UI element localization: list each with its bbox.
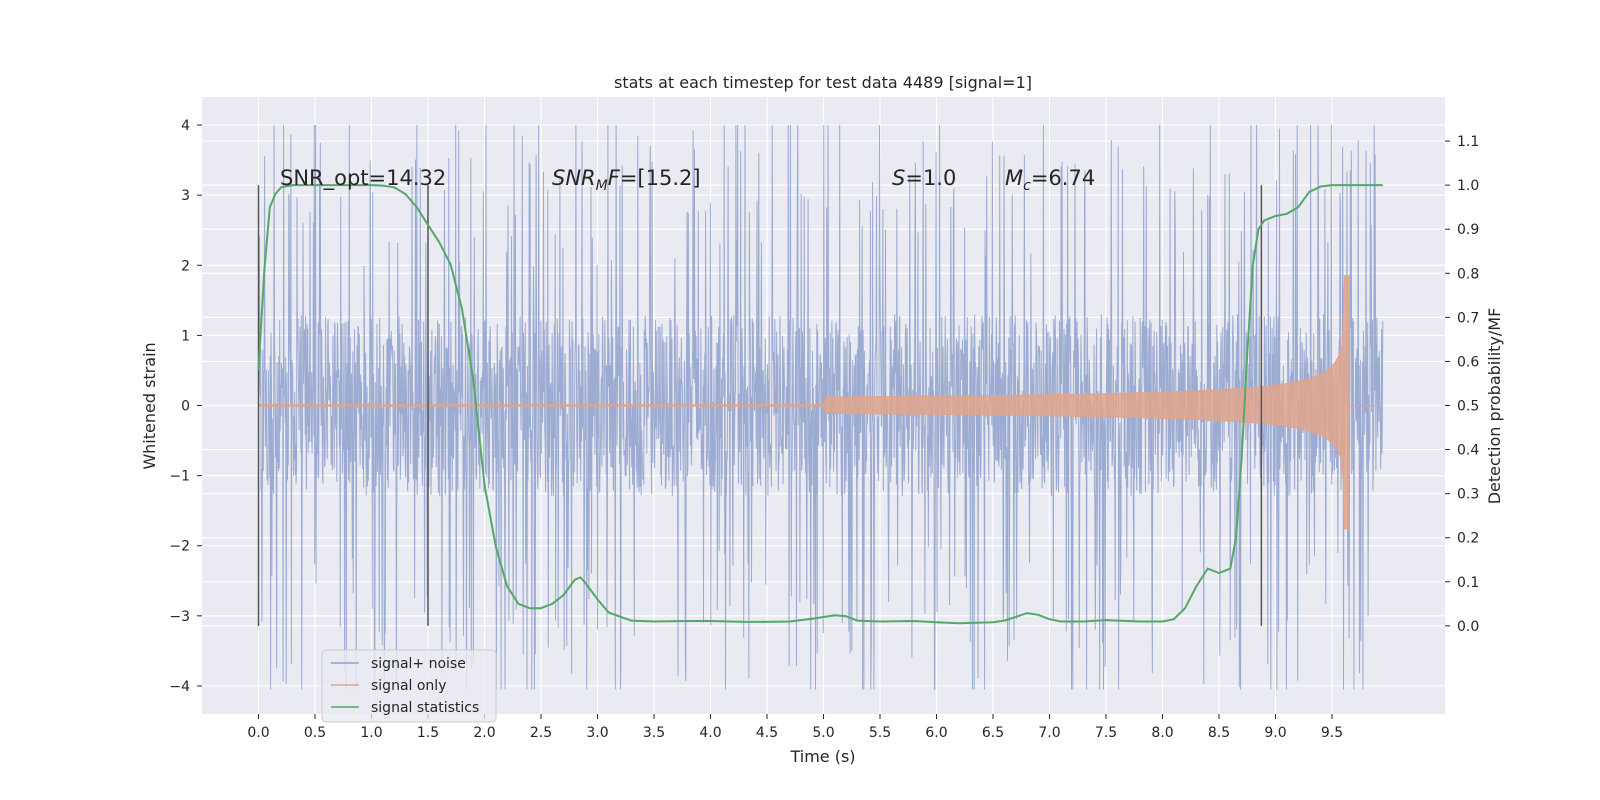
annotations: SNR_opt=14.32 SNRMF=[15.2] S=1.0 Mc=6.74 [280,166,1095,194]
chart-title: stats at each timestep for test data 448… [614,73,1032,92]
y-axis-label: Whitened strain [140,342,159,469]
y2-tick-label: 0.7 [1457,310,1479,326]
x-tick-label: 6.5 [982,725,1004,741]
x-axis-ticks: 0.0 0.5 1.0 1.5 2.0 2.5 3.0 3.5 4.0 4.5 5.0 5.5 6.0 6… [247,714,1343,741]
y-tick-label: 2 [181,258,190,274]
y2-tick-label: 0.8 [1457,266,1479,282]
legend-label-signal-only: signal only [371,678,446,694]
signal-statistics-series [257,184,1383,625]
y2-tick-label: 0.9 [1457,222,1479,238]
signal-only-series [258,275,1383,530]
y-tick-label: 4 [181,118,190,134]
x-tick-label: 5.5 [869,725,891,741]
y2-tick-label: 0.5 [1457,399,1479,415]
x-tick-label: 3.0 [586,725,608,741]
x-tick-label: 5.0 [812,725,834,741]
y2-tick-label: 0.3 [1457,487,1479,503]
x-tick-label: 7.0 [1038,725,1060,741]
y2-tick-label: 1.1 [1457,134,1479,150]
annotation-s: S=1.0 [892,166,956,190]
annotation-snr-mf-value: =[15.2] [620,166,701,190]
legend: signal+ noise signal only signal statist… [321,649,497,723]
x-tick-label: 0.5 [304,725,326,741]
vertical-markers [257,185,1263,626]
y-axis-ticks: −4 −3 −2 −1 0 1 2 3 4 [169,118,202,695]
x-tick-label: 1.5 [417,725,439,741]
y-tick-label: −2 [169,539,190,555]
y2-tick-label: 1.0 [1457,178,1479,194]
signal-statistics-line [257,184,1383,625]
y-tick-label: −4 [169,679,190,695]
legend-box [321,649,497,723]
x-axis-label: Time (s) [789,747,855,766]
x-tick-label: 7.5 [1095,725,1117,741]
y-tick-label: −3 [169,609,190,625]
y2-axis-label: Detection probability/MF [1485,308,1504,505]
y2-tick-label: 0.6 [1457,354,1479,370]
annotation-snr-mf: SNRMF=[15.2] [552,166,701,194]
signal-only-envelope [258,275,1350,530]
x-tick-label: 4.5 [756,725,778,741]
x-tick-label: 2.5 [530,725,552,741]
x-tick-label: 2.0 [473,725,495,741]
annotation-s-value: =1.0 [905,166,956,190]
x-tick-label: 9.0 [1264,725,1286,741]
x-tick-label: 6.0 [925,725,947,741]
x-tick-label: 4.0 [699,725,721,741]
y2-tick-label: 0.0 [1457,619,1479,635]
x-tick-label: 1.0 [360,725,382,741]
legend-label-signal-noise: signal+ noise [371,656,466,672]
legend-label-signal-statistics: signal statistics [371,700,479,716]
x-tick-label: 8.5 [1208,725,1230,741]
y-tick-label: −1 [169,469,190,485]
y2-tick-label: 0.2 [1457,531,1479,547]
y-tick-label: 1 [181,328,190,344]
annotation-mc: Mc=6.74 [1005,166,1095,194]
annotation-mc-value: =6.74 [1031,166,1095,190]
y2-tick-label: 0.1 [1457,575,1479,591]
y-tick-label: 3 [181,188,190,204]
x-tick-label: 3.5 [643,725,665,741]
x-tick-label: 8.0 [1151,725,1173,741]
y2-axis-ticks: 0.0 0.1 0.2 0.3 0.4 0.5 0.6 0.7 0.8 0.9 1.0 1.1 [1445,134,1479,635]
y2-tick-label: 0.4 [1457,443,1479,459]
x-tick-label: 0.0 [247,725,269,741]
y-tick-label: 0 [181,399,190,415]
annotation-snr-opt: SNR_opt=14.32 [280,166,446,191]
x-tick-label: 9.5 [1321,725,1343,741]
